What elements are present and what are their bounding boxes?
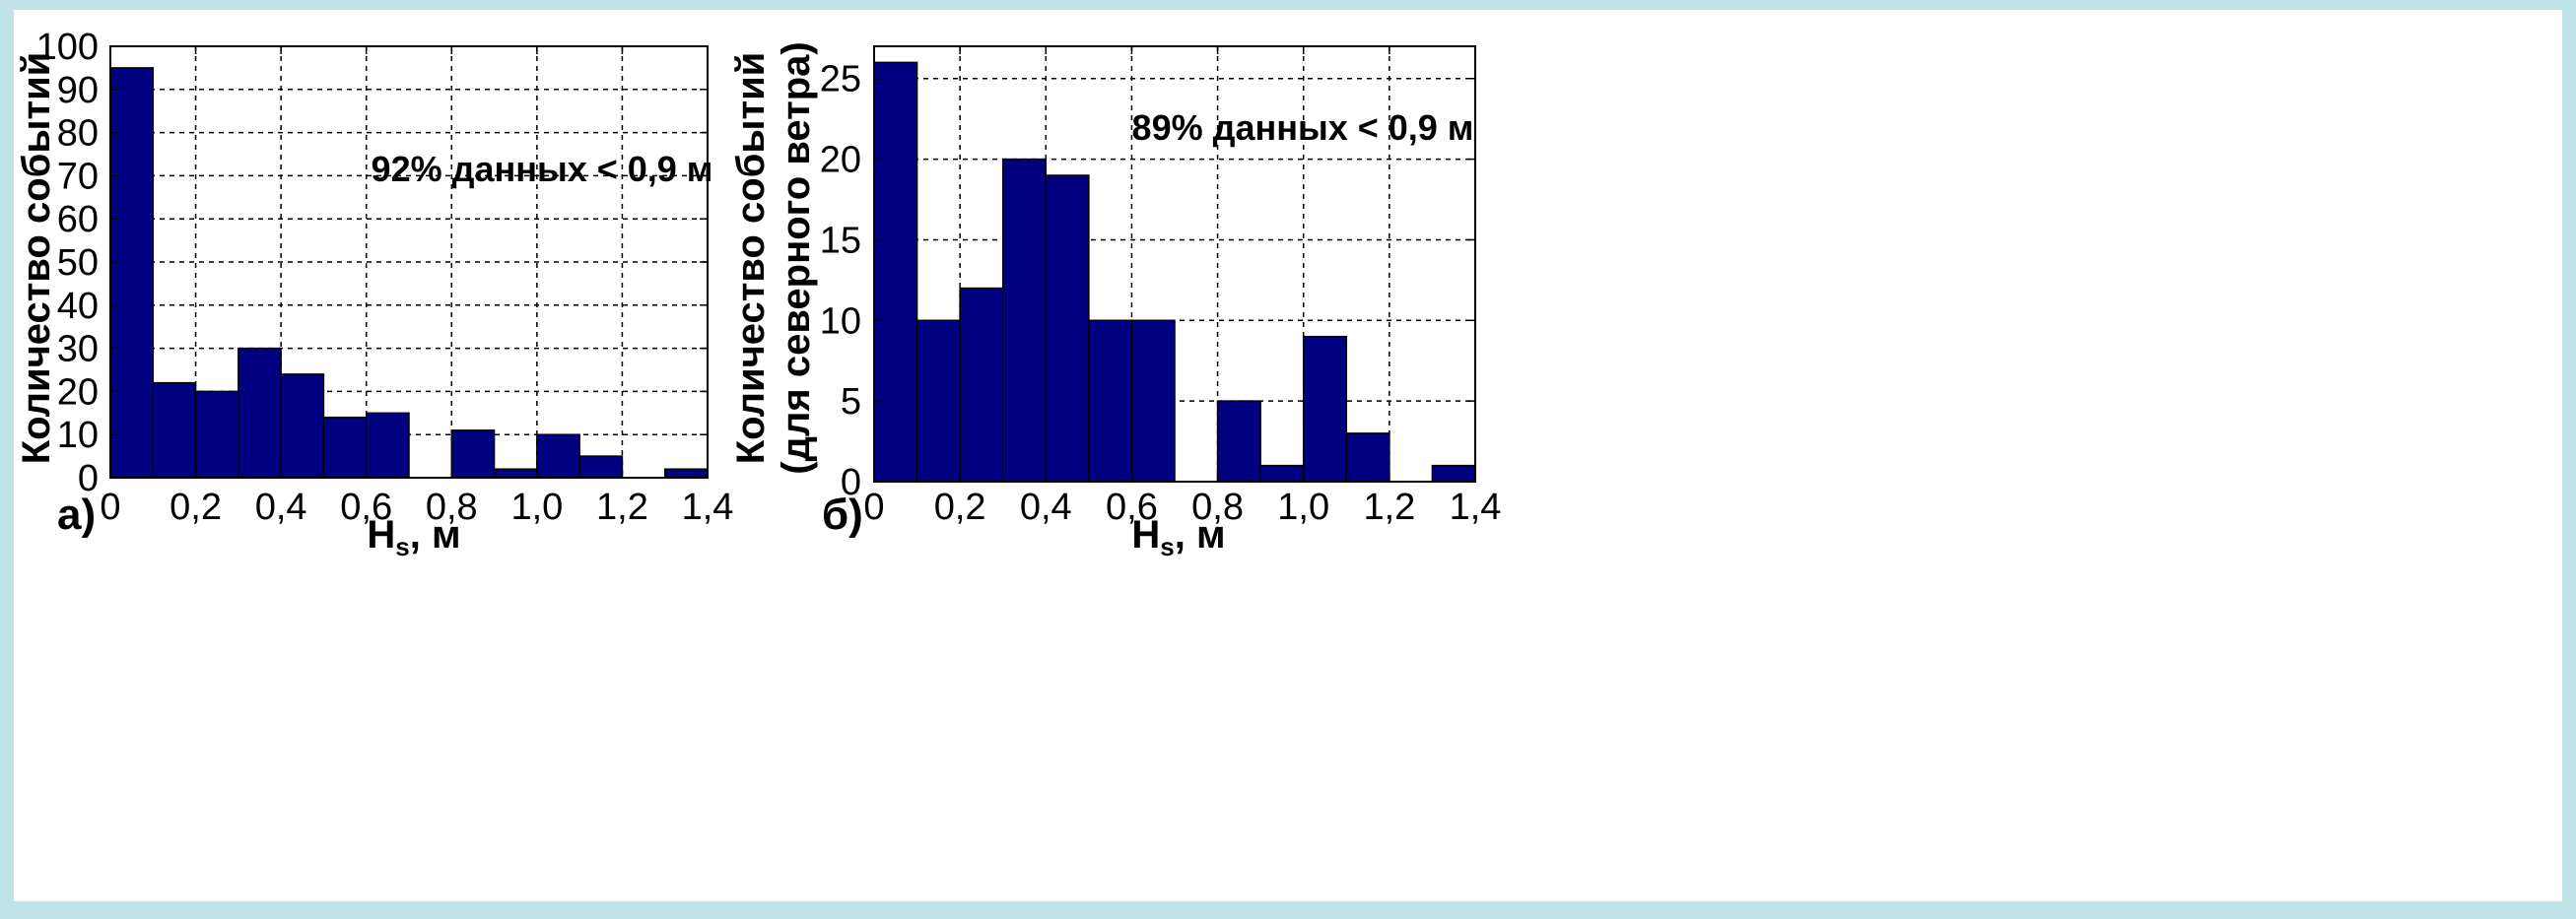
x-axis-label-unit: , м [1175, 513, 1226, 557]
x-tick-label: 1,0 [1277, 487, 1329, 528]
x-tick-label: 0,8 [1191, 487, 1244, 528]
y-tick-label: 60 [57, 199, 99, 240]
y-tick-label: 50 [57, 242, 99, 284]
x-tick-label: 1,4 [682, 487, 734, 528]
x-tick-label: 1,2 [596, 487, 648, 528]
x-tick-label: 1,2 [1363, 487, 1415, 528]
x-axis-label-main: H [367, 513, 395, 557]
x-tick-label: 0,8 [426, 487, 478, 528]
x-tick-label: 0,4 [255, 487, 307, 528]
plot-frame [873, 45, 1476, 483]
y-tick-label: 70 [57, 156, 99, 197]
histogram-bar [1302, 335, 1348, 483]
histogram-bar [280, 373, 325, 479]
histogram-bar [493, 468, 538, 479]
histogram-bar [959, 287, 1004, 483]
data-annotation: 89% данных < 0,9 м [1132, 107, 1474, 148]
x-tick-label: 0 [100, 487, 120, 528]
y-axis-label: Количество событий [15, 52, 58, 465]
histogram-bar [1345, 432, 1390, 483]
x-axis-label-subscript: s [1160, 532, 1174, 561]
histogram-bar [365, 412, 410, 479]
y-tick-label: 10 [820, 300, 861, 342]
x-tick-label: 0 [863, 487, 884, 528]
x-axis-label-unit: , м [410, 513, 461, 557]
data-annotation: 92% данных < 0,9 м [372, 149, 713, 189]
histogram-b: 0 5 10 15 20 25 0 0,2 0,4 0,6 0,8 1,0 1,2 1,4 Количест… [729, 41, 1501, 561]
histogram-bar [109, 67, 155, 479]
histogram-bar [1088, 319, 1133, 483]
histogram-bar [450, 429, 496, 479]
x-tick-label: 0,6 [1106, 487, 1158, 528]
y-tick-label: 25 [820, 59, 861, 100]
x-tick-label: 0,2 [934, 487, 986, 528]
histogram-bar [663, 468, 709, 479]
x-tick-label: 1,0 [510, 487, 563, 528]
y-tick-label: 100 [36, 27, 99, 68]
y-tick-label: 0 [841, 462, 861, 503]
y-tick-label: 80 [57, 113, 99, 155]
histogram-bar [237, 347, 282, 479]
histogram-bar [1130, 319, 1176, 483]
histogram-bar [1431, 464, 1476, 483]
histogram-bar [536, 433, 580, 479]
x-tick-label: 0,4 [1020, 487, 1072, 528]
histogram-bar [322, 416, 368, 479]
y-axis-label: Количество событий [729, 52, 773, 465]
histogram-bar [578, 455, 624, 479]
histogram-bar [194, 390, 239, 479]
histogram-bar [915, 319, 961, 483]
white-panel-right [1289, 10, 2562, 901]
x-axis-label: Hs, м [1131, 513, 1225, 561]
y-tick-label: 5 [841, 381, 861, 423]
x-tick-label: 0,2 [169, 487, 222, 528]
y-tick-label: 20 [57, 371, 99, 413]
histogram-bar [873, 61, 918, 483]
x-tick-label: 1,4 [1450, 487, 1502, 528]
y-tick-label: 90 [57, 70, 99, 111]
histogram-bar [152, 381, 197, 479]
histogram-bar [1001, 158, 1048, 483]
panel-label: б) [822, 491, 863, 539]
histogram-bar [1045, 174, 1090, 483]
y-axis-label: (для северного ветра) [775, 41, 818, 474]
y-tick-label: 0 [78, 458, 99, 499]
y-tick-label: 15 [820, 220, 861, 261]
x-axis-label: Hs, м [367, 513, 460, 561]
panel-label: а) [57, 491, 96, 539]
histogram-bar [1259, 464, 1305, 483]
y-tick-label: 10 [57, 415, 99, 456]
x-tick-label: 0,6 [340, 487, 392, 528]
x-axis-label-subscript: s [395, 532, 409, 561]
y-tick-label: 20 [820, 140, 861, 181]
x-axis-label-main: H [1131, 513, 1160, 557]
histogram-bar [1216, 400, 1261, 483]
y-tick-label: 30 [57, 329, 99, 370]
y-tick-label: 40 [57, 286, 99, 327]
